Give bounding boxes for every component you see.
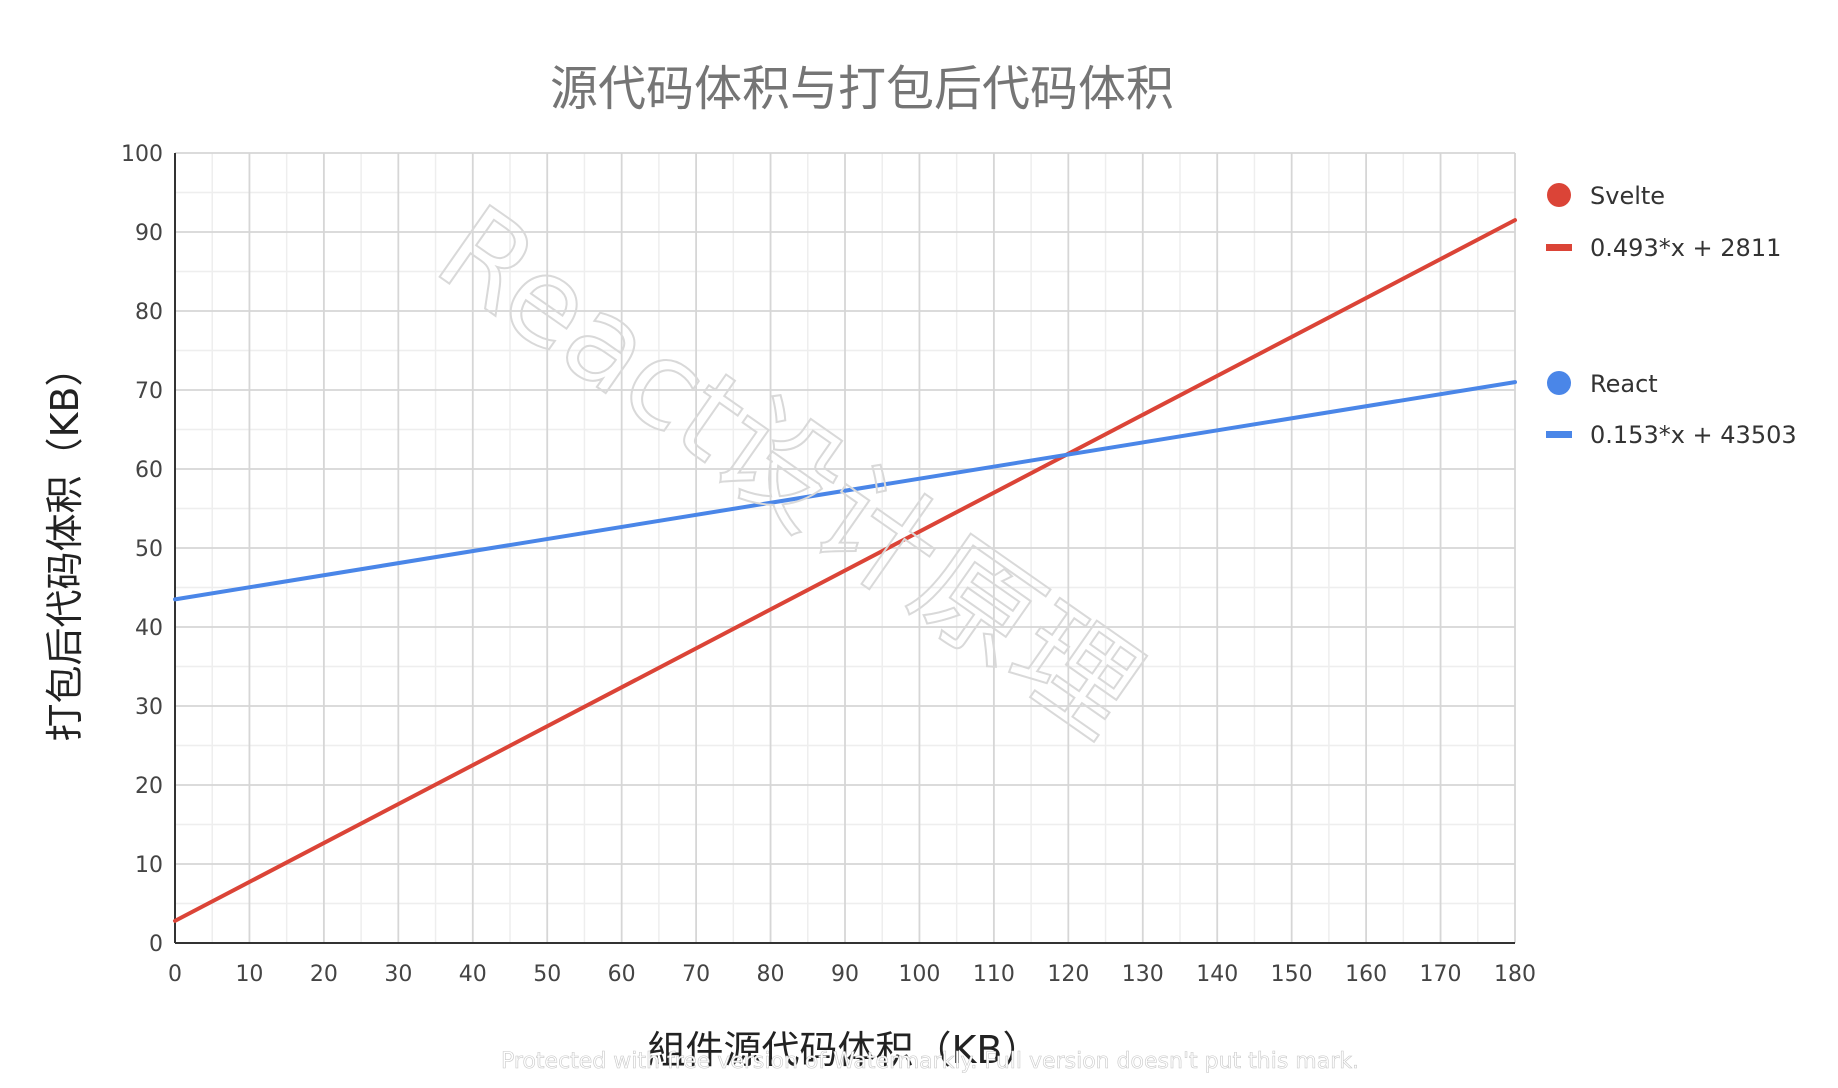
legend-svelte-trendline-swatch xyxy=(1546,244,1572,251)
x-tick-label: 10 xyxy=(235,962,263,987)
x-tick-label: 70 xyxy=(682,962,710,987)
series-lines xyxy=(173,218,1517,923)
x-tick-label: 100 xyxy=(898,962,940,987)
x-tick-label: 20 xyxy=(310,962,338,987)
x-axis-title: 組件源代码体积（KB） xyxy=(648,1028,1041,1072)
x-tick-label: 150 xyxy=(1271,962,1313,987)
x-tick-label: 30 xyxy=(384,962,412,987)
y-tick-label: 60 xyxy=(135,458,163,483)
x-tick-label: 140 xyxy=(1196,962,1238,987)
y-tick-label: 20 xyxy=(135,774,163,799)
y-tick-label: 50 xyxy=(135,537,163,562)
y-tick-label: 0 xyxy=(149,932,163,957)
legend-svelte-label: Svelte xyxy=(1590,182,1665,210)
x-tick-label: 80 xyxy=(757,962,785,987)
y-tick-label: 100 xyxy=(121,142,163,167)
legend-svelte-trendline-label: 0.493*x + 2811 xyxy=(1590,234,1781,262)
watermark-protected-notice: Protected with free version of Watermark… xyxy=(501,1049,1359,1074)
y-tick-labels: 0 10 20 30 40 50 60 70 80 90 100 xyxy=(121,142,163,957)
x-tick-label: 130 xyxy=(1122,962,1164,987)
x-tick-label: 0 xyxy=(168,962,182,987)
x-tick-label: 50 xyxy=(533,962,561,987)
series-line-svelte xyxy=(173,218,1517,923)
legend-react-label: React xyxy=(1590,370,1658,398)
series-line-react xyxy=(173,380,1517,602)
axes xyxy=(174,153,1515,944)
x-tick-label: 170 xyxy=(1420,962,1462,987)
legend-react-marker xyxy=(1547,371,1571,395)
x-tick-label: 160 xyxy=(1345,962,1387,987)
x-tick-labels: 0 10 20 30 40 50 60 70 80 90 100 110 120 130 140 150 160… xyxy=(168,962,1536,987)
x-tick-label: 40 xyxy=(459,962,487,987)
y-tick-label: 70 xyxy=(135,379,163,404)
legend-react-trendline-label: 0.153*x + 43503 xyxy=(1590,421,1797,449)
y-tick-label: 40 xyxy=(135,616,163,641)
legend-react-trendline-swatch xyxy=(1546,431,1572,438)
y-axis-title: 打包后代码体积（KB） xyxy=(43,349,87,742)
y-tick-label: 10 xyxy=(135,853,163,878)
x-tick-label: 110 xyxy=(973,962,1015,987)
legend-svelte-marker xyxy=(1547,183,1571,207)
chart-title: 源代码体积与打包后代码体积 xyxy=(550,61,1174,117)
y-tick-label: 90 xyxy=(135,221,163,246)
major-gridlines xyxy=(175,152,1516,943)
y-tick-label: 80 xyxy=(135,300,163,325)
x-tick-label: 180 xyxy=(1494,962,1536,987)
y-tick-label: 30 xyxy=(135,695,163,720)
legend: Svelte 0.493*x + 2811 React 0.153*x + 43… xyxy=(1546,182,1797,449)
x-tick-label: 60 xyxy=(608,962,636,987)
x-tick-label: 120 xyxy=(1047,962,1089,987)
x-tick-label: 90 xyxy=(831,962,859,987)
